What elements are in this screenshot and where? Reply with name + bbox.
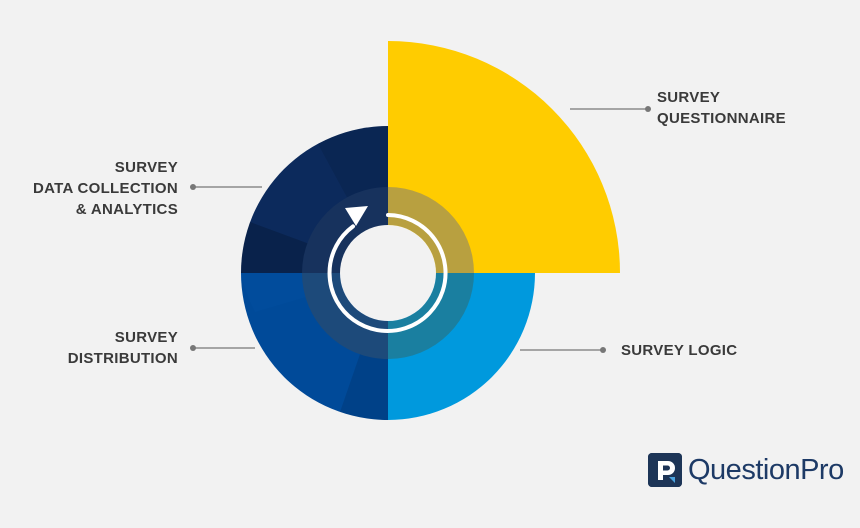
label-survey-distribution: SURVEY DISTRIBUTION: [28, 327, 178, 369]
connector-dot-questionnaire: [645, 106, 651, 112]
connector-dot-distribution: [190, 345, 196, 351]
connector-dot-logic: [600, 347, 606, 353]
connectors: [190, 106, 651, 353]
label-line: SURVEY: [114, 159, 178, 176]
label-line: DATA COLLECTION: [32, 180, 178, 197]
brand-name: QuestionPro: [688, 454, 844, 486]
brand-logo: QuestionPro: [648, 452, 844, 488]
inner-ring-questionnaire: [388, 187, 474, 273]
cycle-arrow-head: [345, 206, 368, 226]
label-survey-logic: SURVEY LOGIC: [621, 340, 737, 361]
label-line: SURVEY: [657, 89, 721, 106]
inner-ring-logic: [388, 273, 474, 359]
inner-ring-distribution: [302, 273, 388, 359]
connector-dot-collection: [190, 184, 196, 190]
label-line: & ANALYTICS: [75, 201, 178, 218]
center-hole: [340, 225, 436, 321]
questionpro-logo-icon: [648, 453, 682, 487]
label-line: QUESTIONNAIRE: [657, 110, 786, 127]
label-line: SURVEY LOGIC: [621, 342, 738, 359]
label-survey-questionnaire: SURVEY QUESTIONNAIRE: [657, 87, 786, 129]
label-line: SURVEY: [114, 329, 178, 346]
cycle-arrow: [327, 213, 448, 333]
label-line: DISTRIBUTION: [67, 350, 178, 367]
label-survey-data-collection-analytics: SURVEY DATA COLLECTION & ANALYTICS: [28, 157, 178, 220]
